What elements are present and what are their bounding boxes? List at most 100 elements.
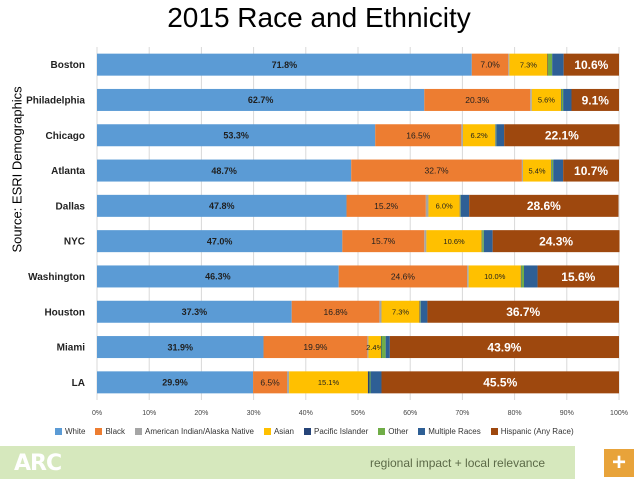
data-label: 31.9% <box>167 342 193 352</box>
legend-entry: Black <box>95 427 125 436</box>
data-label: 15.2% <box>374 201 399 211</box>
data-label: 15.6% <box>561 270 595 284</box>
bar-segment <box>97 336 264 359</box>
legend-label: Black <box>105 427 126 436</box>
bar-segment <box>551 159 552 182</box>
legend-swatch <box>418 428 426 435</box>
x-tick-label: 80% <box>508 410 522 417</box>
legend-entry: Pacific Islander <box>303 427 369 436</box>
bar-segment <box>263 336 368 359</box>
bar-segment <box>367 336 369 359</box>
category-label: LA <box>72 378 85 389</box>
bar-segment <box>561 88 564 111</box>
bar-segment <box>97 300 292 323</box>
bar-segment <box>563 159 619 182</box>
bar-segment <box>375 124 462 147</box>
data-label: 43.9% <box>487 340 521 354</box>
legend-swatch <box>263 428 271 435</box>
data-label: 48.7% <box>211 166 237 176</box>
bar-segment <box>424 230 427 253</box>
x-tick-label: 60% <box>403 410 417 417</box>
bar-segment <box>291 300 380 323</box>
data-label: 46.3% <box>205 272 231 282</box>
bar-segment <box>427 300 619 323</box>
chart-legend: White Black American Indian/Alaska Native A… <box>55 427 630 436</box>
data-label: 6.5% <box>260 377 280 387</box>
bar-segment <box>467 265 469 288</box>
bar-segment <box>521 159 523 182</box>
bar-segment <box>551 159 554 182</box>
bar-segment <box>381 336 386 359</box>
legend-swatch <box>55 428 62 435</box>
legend-label: American Indian/Alaska Native <box>145 427 254 436</box>
data-label: 10.6% <box>443 237 465 246</box>
bar-segment <box>523 265 538 288</box>
bar-segment <box>492 230 620 253</box>
bar-segment <box>420 300 421 323</box>
stacked-bar-chart: 0% 10% 20% 30% 40% 50% 60% 70% 80% 90% 100% Boston 7… <box>26 47 628 417</box>
bar-segment <box>253 371 288 394</box>
bar-segment <box>425 194 429 217</box>
data-label: 9.1% <box>582 93 610 107</box>
legend-swatch <box>303 428 311 435</box>
bar-segment <box>461 124 463 147</box>
data-label: 15.1% <box>318 378 340 387</box>
footer-band <box>0 446 575 479</box>
bar-segment <box>481 230 483 253</box>
plus-icon[interactable]: + <box>604 449 634 477</box>
data-label: 53.3% <box>223 130 249 140</box>
x-tick-label: 10% <box>142 410 156 417</box>
x-tick-label: 40% <box>299 410 313 417</box>
legend-label: Other <box>388 427 409 436</box>
bar-segment <box>521 265 524 288</box>
category-label: Boston <box>51 60 85 71</box>
category-label: Atlanta <box>51 166 85 177</box>
bar-segment <box>508 53 510 76</box>
bar-segment <box>547 53 549 76</box>
bar-segment <box>380 336 382 359</box>
data-label: 6.2% <box>471 131 488 140</box>
legend-label: Pacific Islander <box>313 427 369 436</box>
data-label: 45.5% <box>483 376 517 390</box>
data-label: 62.7% <box>248 95 274 105</box>
legend-entry: Hispanic (Any Race) <box>490 427 574 436</box>
data-label: 2.4% <box>366 343 383 352</box>
arc-logo: ARC <box>14 451 62 476</box>
legend-swatch <box>378 428 386 435</box>
x-tick-label: 100% <box>610 410 628 417</box>
data-label: 10.7% <box>574 164 608 178</box>
bar-segment <box>496 124 505 147</box>
bar-segment <box>561 88 562 111</box>
bar-segment <box>389 336 619 359</box>
data-label: 5.4% <box>528 166 545 175</box>
bar-segment <box>338 265 468 288</box>
bar-segment <box>552 53 564 76</box>
data-label: 22.1% <box>545 129 579 143</box>
bar-segment <box>385 336 390 359</box>
bar-segment <box>571 88 619 111</box>
bar-segment <box>469 194 619 217</box>
category-label: Miami <box>57 343 86 354</box>
bar-segment <box>379 300 382 323</box>
bar-segment <box>504 124 620 147</box>
category-label: Dallas <box>56 201 86 212</box>
bar-segment <box>97 371 254 394</box>
legend-entry: Asian <box>263 427 294 436</box>
legend-label: Hispanic (Any Race) <box>500 427 574 436</box>
bar-segment <box>520 265 522 288</box>
legend-swatch <box>490 428 498 435</box>
category-label: NYC <box>64 237 85 248</box>
data-label: 7.3% <box>520 60 537 69</box>
bar-segment <box>97 194 347 217</box>
category-label: Philadelphia <box>26 95 85 106</box>
bar-segment <box>428 194 460 217</box>
bar-segment <box>97 88 425 111</box>
bar-segment <box>424 88 531 111</box>
bar-segment <box>351 159 522 182</box>
legend-entry: Other <box>378 427 408 436</box>
legend-swatch <box>135 428 143 435</box>
bar-segment <box>482 230 484 253</box>
bar-segment <box>370 371 382 394</box>
data-label: 10.6% <box>574 58 608 72</box>
bar-segment <box>426 230 482 253</box>
